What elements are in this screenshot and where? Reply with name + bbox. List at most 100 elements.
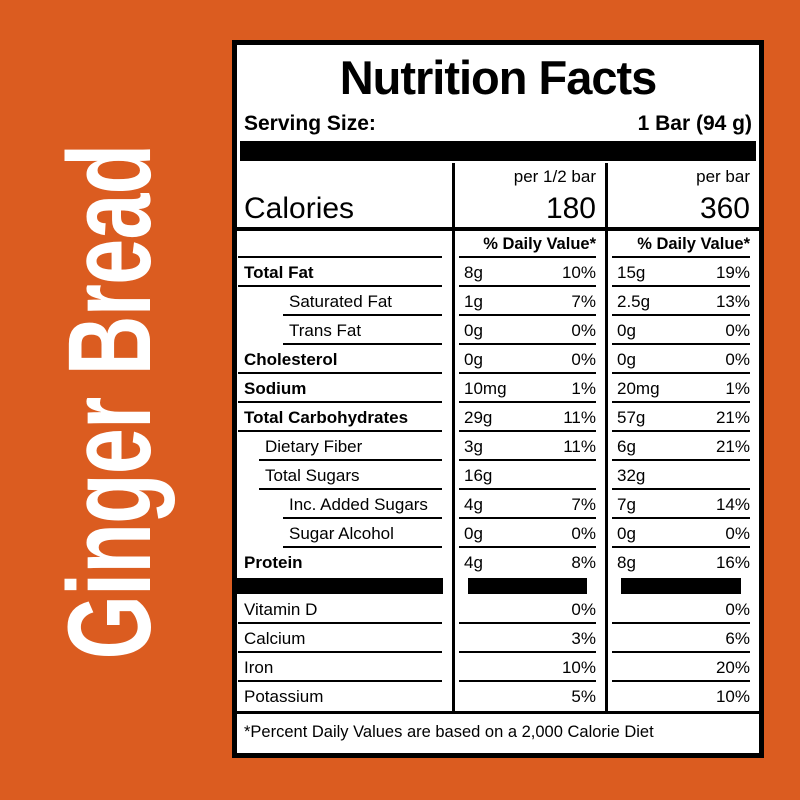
nutrient-row-total-fat: Total Fat 8g 10% 15g 19% xyxy=(237,258,759,287)
section-divider-bar-row xyxy=(237,577,759,595)
nutrient-dv-full: 14% xyxy=(715,494,750,514)
vitamin-name: Calcium xyxy=(237,624,452,653)
nutrient-dv-half: 1% xyxy=(571,378,596,398)
nutrition-facts-title: Nutrition Facts xyxy=(339,50,658,104)
column-headers-row: per 1/2 bar per bar xyxy=(237,163,759,190)
nutrient-row-total-carbohydrates: Total Carbohydrates 29g 11% 57g 21% xyxy=(237,403,759,432)
nutrient-name: Dietary Fiber xyxy=(237,432,452,461)
nutrient-amount-full: 20mg xyxy=(617,378,660,398)
per-half-bar-header: per 1/2 bar xyxy=(513,166,596,186)
serving-size-row: Serving Size: 1 Bar (94 g) xyxy=(237,109,759,139)
vitamin-dv-half: 5% xyxy=(571,686,596,706)
nutrient-row-sodium: Sodium 10mg 1% 20mg 1% xyxy=(237,374,759,403)
nutrient-name: Sodium xyxy=(237,374,452,403)
vitamin-dv-full: 20% xyxy=(715,657,750,677)
serving-size-value: 1 Bar (94 g) xyxy=(637,112,752,135)
divider-bar-segment xyxy=(237,578,443,594)
nutrient-amount-half: 16g xyxy=(464,465,493,485)
nutrient-row-dietary-fiber: Dietary Fiber 3g 11% 6g 21% xyxy=(237,432,759,461)
daily-value-header-row: % Daily Value* % Daily Value* xyxy=(237,231,759,258)
nutrient-dv-full: 21% xyxy=(715,436,750,456)
nutrient-amount-full: 57g xyxy=(617,407,646,427)
nutrient-dv-half: 7% xyxy=(571,291,596,311)
side-product-name: Ginger Bread xyxy=(44,144,176,660)
calories-per-bar-value: 360 xyxy=(699,191,750,225)
vitamin-dv-full: 10% xyxy=(715,686,750,706)
nutrient-dv-half: 0% xyxy=(571,523,596,543)
nutrient-amount-half: 0g xyxy=(464,349,483,369)
nutrient-row-cholesterol: Cholesterol 0g 0% 0g 0% xyxy=(237,345,759,374)
vitamin-dv-half: 0% xyxy=(571,599,596,619)
vitamin-dv-full: 6% xyxy=(725,628,750,648)
nutrient-amount-half: 8g xyxy=(464,262,483,282)
nutrient-dv-full: 19% xyxy=(715,262,750,282)
vitamin-name: Potassium xyxy=(244,686,324,706)
nutrient-amount-half: 0g xyxy=(464,523,483,543)
vitamin-row-calcium: Calcium 3% 6% xyxy=(237,624,759,653)
nutrient-amount-full: 2.5g xyxy=(617,291,651,311)
nutrient-amount-full: 0g xyxy=(617,320,636,340)
nutrition-facts-panel: Nutrition Facts Serving Size: 1 Bar (94 … xyxy=(232,40,764,758)
nutrient-dv-full: 0% xyxy=(725,523,750,543)
nutrient-dv-half: 11% xyxy=(563,407,596,427)
nutrient-dv-full: 13% xyxy=(715,291,750,311)
vitamin-name: Iron xyxy=(237,653,452,682)
vitamin-dv-half: 10% xyxy=(561,657,596,677)
nutrient-name: Sugar Alcohol xyxy=(237,519,452,548)
thick-divider-bar xyxy=(240,141,756,161)
nutrient-amount-full: 7g xyxy=(617,494,636,514)
nutrient-row-trans-fat: Trans Fat 0g 0% 0g 0% xyxy=(237,316,759,345)
nutrient-dv-full: 16% xyxy=(715,552,750,572)
column-header-spacer xyxy=(237,163,452,190)
per-bar-header: per bar xyxy=(696,166,750,186)
nutrient-dv-half: 0% xyxy=(571,320,596,340)
nutrient-amount-half: 10mg xyxy=(464,378,507,398)
nutrient-amount-half: 0g xyxy=(464,320,483,340)
nutrient-row-sugar-alcohol: Sugar Alcohol 0g 0% 0g 0% xyxy=(237,519,759,548)
nutrient-amount-full: 6g xyxy=(617,436,636,456)
nutrient-amount-half: 1g xyxy=(464,291,483,311)
daily-value-header-half: % Daily Value* xyxy=(483,235,596,253)
nutrient-dv-full: 0% xyxy=(725,320,750,340)
nutrient-row-total-sugars: Total Sugars 16g 32g xyxy=(237,461,759,490)
nutrient-dv-full: 21% xyxy=(715,407,750,427)
nutrient-amount-full: 32g xyxy=(617,465,646,485)
nutrient-amount-half: 3g xyxy=(464,436,483,456)
nutrient-amount-half: 4g xyxy=(464,494,483,514)
daily-value-footnote: *Percent Daily Values are based on a 2,0… xyxy=(237,711,759,753)
nutrient-name: Total Carbohydrates xyxy=(237,403,452,432)
nutrient-name: Total Sugars xyxy=(237,461,452,490)
nutrient-name: Inc. Added Sugars xyxy=(237,490,452,519)
daily-value-header-full: % Daily Value* xyxy=(637,235,750,253)
calories-label: Calories xyxy=(244,191,355,225)
calories-per-half-value: 180 xyxy=(545,191,596,225)
nutrient-row-added-sugars: Inc. Added Sugars 4g 7% 7g 14% xyxy=(237,490,759,519)
vitamin-row-iron: Iron 10% 20% xyxy=(237,653,759,682)
nutrient-dv-half: 0% xyxy=(571,349,596,369)
vitamin-dv-half: 3% xyxy=(571,628,596,648)
nutrient-amount-half: 4g xyxy=(464,552,483,572)
serving-size-label: Serving Size: xyxy=(244,112,376,135)
divider-bar-segment xyxy=(621,578,741,594)
nutrient-dv-half: 7% xyxy=(571,494,596,514)
nutrient-amount-full: 0g xyxy=(617,523,636,543)
nutrient-dv-full: 1% xyxy=(725,378,750,398)
nutrient-amount-full: 15g xyxy=(617,262,646,282)
nutrient-amount-half: 29g xyxy=(464,407,493,427)
nutrient-name: Cholesterol xyxy=(237,345,452,374)
nutrient-dv-half: 10% xyxy=(561,262,596,282)
calories-row: Calories 180 360 xyxy=(237,190,759,231)
nutrient-name: Saturated Fat xyxy=(237,287,452,316)
nutrient-row-protein: Protein 4g 8% 8g 16% xyxy=(237,548,759,577)
nutrient-dv-half: 8% xyxy=(571,552,596,572)
nutrient-name: Trans Fat xyxy=(237,316,452,345)
daily-value-spacer xyxy=(237,231,452,258)
vitamin-row-vitamin-d: Vitamin D 0% 0% xyxy=(237,595,759,624)
nutrient-dv-full: 0% xyxy=(725,349,750,369)
vitamin-row-potassium: Potassium 5% 10% xyxy=(237,682,759,711)
nutrient-name: Protein xyxy=(244,552,303,572)
nutrient-amount-full: 0g xyxy=(617,349,636,369)
nutrient-dv-half: 11% xyxy=(563,436,596,456)
divider-bar-segment xyxy=(468,578,587,594)
